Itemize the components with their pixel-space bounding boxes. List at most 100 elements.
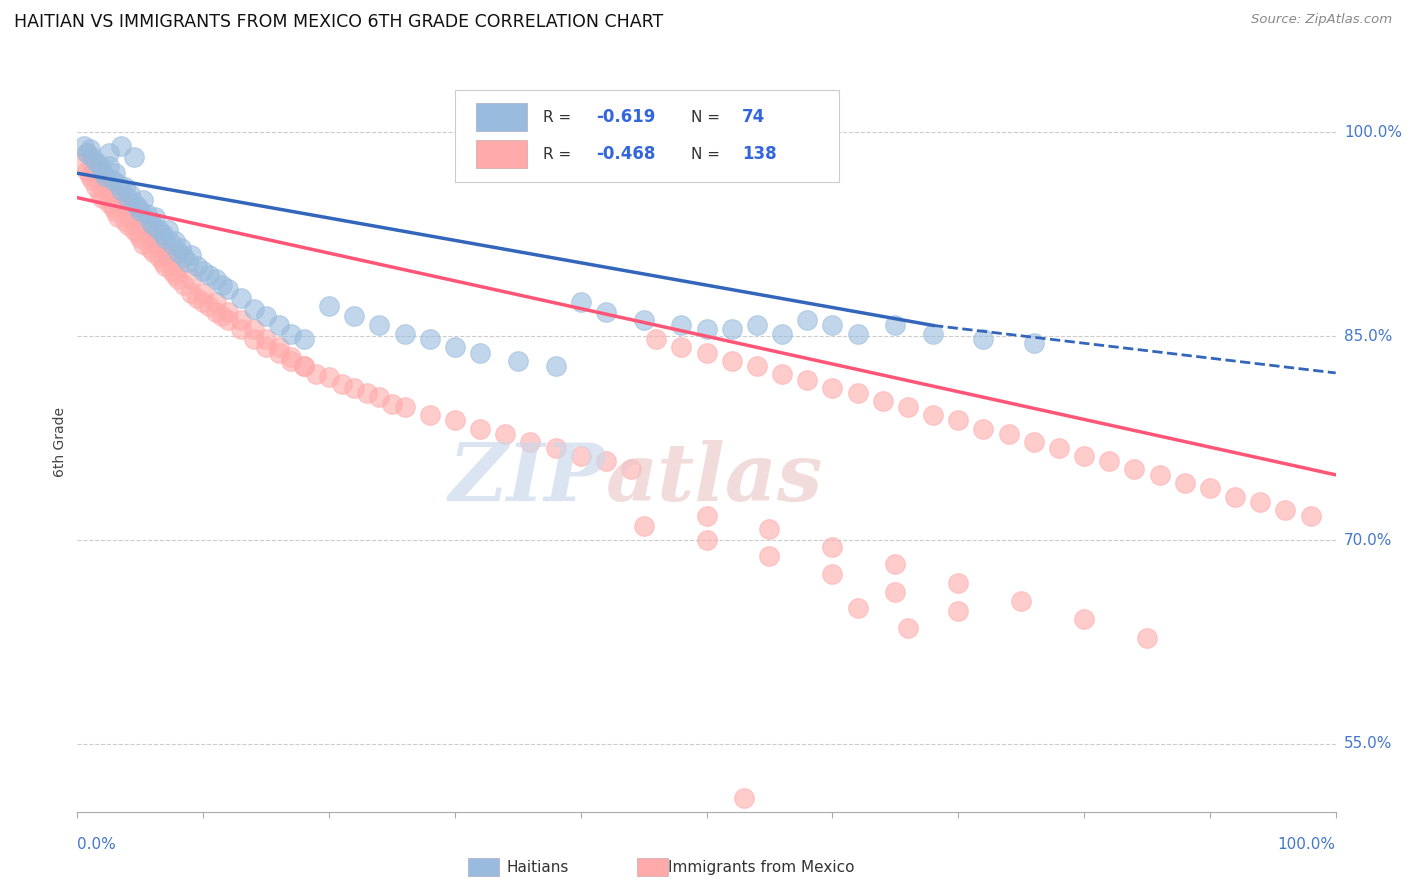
Point bbox=[821, 540, 844, 554]
Point bbox=[745, 318, 768, 333]
Point bbox=[633, 519, 655, 533]
Point bbox=[720, 322, 742, 336]
Point bbox=[155, 259, 177, 273]
Point bbox=[97, 160, 120, 174]
Point bbox=[1073, 449, 1095, 463]
Point bbox=[89, 160, 111, 174]
Point bbox=[620, 462, 643, 476]
Point bbox=[696, 345, 718, 359]
Point bbox=[110, 139, 132, 153]
Point bbox=[948, 413, 970, 427]
Point bbox=[254, 332, 277, 346]
Point bbox=[72, 155, 94, 169]
Point bbox=[97, 196, 120, 211]
Text: -0.468: -0.468 bbox=[596, 145, 655, 163]
Point bbox=[135, 207, 157, 221]
Point bbox=[948, 604, 970, 618]
Point bbox=[180, 285, 202, 300]
Point bbox=[142, 245, 165, 260]
Point bbox=[167, 259, 190, 273]
Point bbox=[242, 302, 264, 317]
Point bbox=[143, 210, 166, 224]
Y-axis label: 6th Grade: 6th Grade bbox=[53, 407, 67, 476]
Point bbox=[82, 155, 104, 169]
Point bbox=[280, 350, 302, 364]
Point bbox=[156, 223, 179, 237]
Point bbox=[139, 214, 162, 228]
Text: 138: 138 bbox=[742, 145, 776, 163]
Point bbox=[1098, 454, 1121, 468]
Text: ZIP: ZIP bbox=[449, 440, 606, 517]
Point bbox=[671, 340, 693, 354]
Point bbox=[1149, 467, 1171, 482]
Point bbox=[770, 368, 793, 382]
Point bbox=[758, 522, 780, 536]
Point bbox=[84, 179, 107, 194]
Point bbox=[1022, 336, 1045, 351]
Text: 55.0%: 55.0% bbox=[1344, 736, 1392, 751]
Point bbox=[633, 313, 655, 327]
Point bbox=[330, 376, 353, 391]
Point bbox=[733, 791, 755, 805]
Point bbox=[122, 223, 145, 237]
Point bbox=[1123, 462, 1146, 476]
Point bbox=[292, 359, 315, 373]
Point bbox=[569, 295, 592, 310]
Point bbox=[120, 186, 142, 201]
Point bbox=[1022, 435, 1045, 450]
Point bbox=[82, 173, 104, 187]
Point bbox=[129, 204, 152, 219]
Point bbox=[76, 145, 98, 160]
Point bbox=[254, 340, 277, 354]
Point bbox=[922, 326, 945, 341]
Point bbox=[132, 194, 155, 208]
Text: Haitians: Haitians bbox=[506, 860, 568, 874]
Text: N =: N = bbox=[692, 147, 725, 161]
Point bbox=[884, 558, 907, 572]
Point bbox=[173, 251, 195, 265]
Point bbox=[156, 251, 179, 265]
Point bbox=[394, 326, 416, 341]
Point bbox=[104, 204, 127, 219]
Point bbox=[72, 139, 94, 153]
Point bbox=[506, 353, 529, 368]
FancyBboxPatch shape bbox=[477, 103, 527, 131]
Point bbox=[368, 391, 391, 405]
Point bbox=[86, 163, 108, 178]
Point bbox=[280, 326, 302, 341]
Point bbox=[91, 163, 114, 178]
Point bbox=[169, 241, 191, 255]
Point bbox=[356, 386, 378, 401]
Point bbox=[1198, 482, 1220, 496]
Point bbox=[142, 231, 165, 245]
Point bbox=[267, 345, 290, 359]
Point bbox=[972, 422, 994, 436]
Point bbox=[696, 508, 718, 523]
Point bbox=[796, 313, 818, 327]
Point bbox=[104, 166, 127, 180]
Text: Source: ZipAtlas.com: Source: ZipAtlas.com bbox=[1251, 13, 1392, 27]
Point bbox=[79, 142, 101, 156]
Point bbox=[180, 272, 202, 286]
Point bbox=[191, 264, 215, 278]
Point bbox=[167, 272, 190, 286]
Point bbox=[1223, 490, 1246, 504]
Point bbox=[91, 191, 114, 205]
Point bbox=[821, 566, 844, 581]
Point bbox=[135, 223, 157, 237]
Point bbox=[110, 182, 132, 196]
Point bbox=[758, 549, 780, 564]
Point bbox=[217, 282, 239, 296]
FancyBboxPatch shape bbox=[477, 140, 527, 169]
Point bbox=[922, 408, 945, 422]
Point bbox=[155, 231, 177, 245]
Point bbox=[101, 173, 124, 187]
Point bbox=[165, 268, 187, 282]
Point bbox=[242, 322, 264, 336]
Point bbox=[671, 318, 693, 333]
Point bbox=[114, 179, 136, 194]
Point bbox=[280, 353, 302, 368]
Point bbox=[796, 373, 818, 387]
Point bbox=[846, 601, 869, 615]
Point bbox=[142, 218, 165, 232]
